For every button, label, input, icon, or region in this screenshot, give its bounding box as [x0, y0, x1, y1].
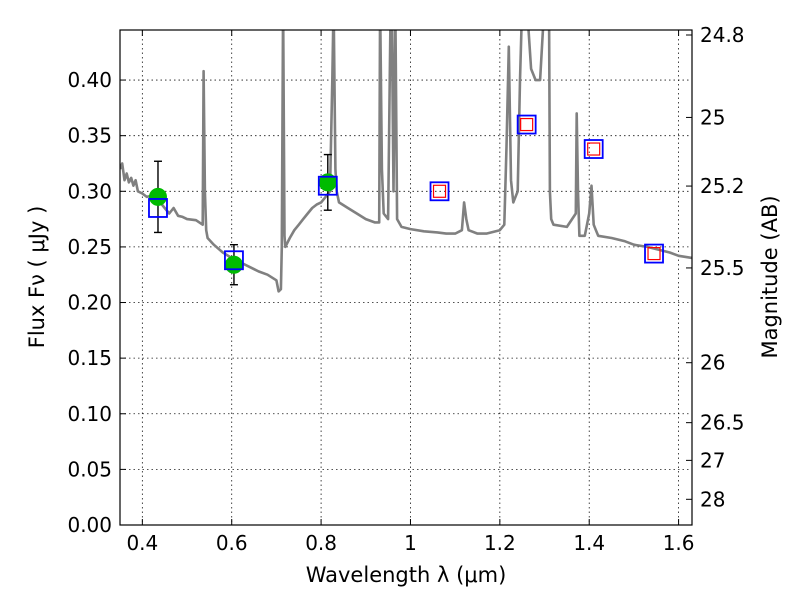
x-tick-label: 0.6: [216, 531, 248, 555]
y-tick-label: 0.05: [67, 457, 112, 481]
blue-square-marker: [224, 250, 244, 271]
x-tick-label: 0.8: [305, 531, 337, 555]
green-data-point: [224, 255, 243, 274]
red-square-marker: [432, 184, 447, 198]
green-data-point: [148, 187, 167, 206]
tick-labels: 0.4 0.6 0.8 1 1.2 1.4 1.6 0.00 0.05 0.10 0.15 0.20 0…: [67, 23, 744, 555]
plot-area: [120, 30, 692, 293]
y-tick-label: 0.30: [67, 179, 112, 203]
blue-square-marker: [516, 114, 537, 135]
y-tick-label: 0.40: [67, 68, 112, 92]
y-tick-label: 0.25: [67, 235, 112, 259]
blue-square-marker: [644, 243, 664, 264]
x-tick-label: 1.4: [573, 531, 605, 555]
y-axis-title: Flux Fν ( μJy ): [25, 206, 49, 349]
right-tick-label: 25: [700, 105, 725, 129]
right-tick-label: 26: [700, 351, 725, 375]
x-tick-label: 1.6: [663, 531, 695, 555]
x-tick-label: 1: [404, 531, 417, 555]
right-tick-label: 26.5: [700, 411, 745, 435]
right-tick-label: 25.5: [700, 256, 745, 280]
right-tick-label: 24.8: [700, 23, 745, 47]
red-square-marker: [520, 117, 534, 132]
red-square-marker: [587, 142, 601, 156]
x-tick-label: 0.4: [126, 531, 158, 555]
plot-frame: [119, 29, 693, 526]
y-axis-right-title: Magnitude (AB): [758, 195, 782, 358]
x-tick-label: 1.2: [484, 531, 516, 555]
red-square-marker: [647, 246, 661, 261]
y-tick-label: 0.15: [67, 346, 112, 370]
x-axis-title: Wavelength λ (μm): [306, 563, 507, 587]
blue-square-marker: [583, 139, 604, 159]
y-tick-label: 0.10: [67, 402, 112, 426]
right-tick-label: 27: [700, 448, 725, 472]
spectrum-line: [120, 30, 692, 293]
y-tick-label: 0.00: [67, 513, 112, 537]
axis-ticks: [120, 30, 692, 526]
y-tick-label: 0.35: [67, 124, 112, 148]
right-tick-label: 28: [700, 487, 725, 511]
blue-square-marker: [429, 181, 450, 202]
right-tick-label: 25.2: [700, 174, 745, 198]
grid-lines: [120, 30, 692, 526]
blue-square-marker: [317, 175, 338, 196]
y-tick-label: 0.20: [67, 291, 112, 315]
blue-square-marker: [148, 198, 168, 218]
